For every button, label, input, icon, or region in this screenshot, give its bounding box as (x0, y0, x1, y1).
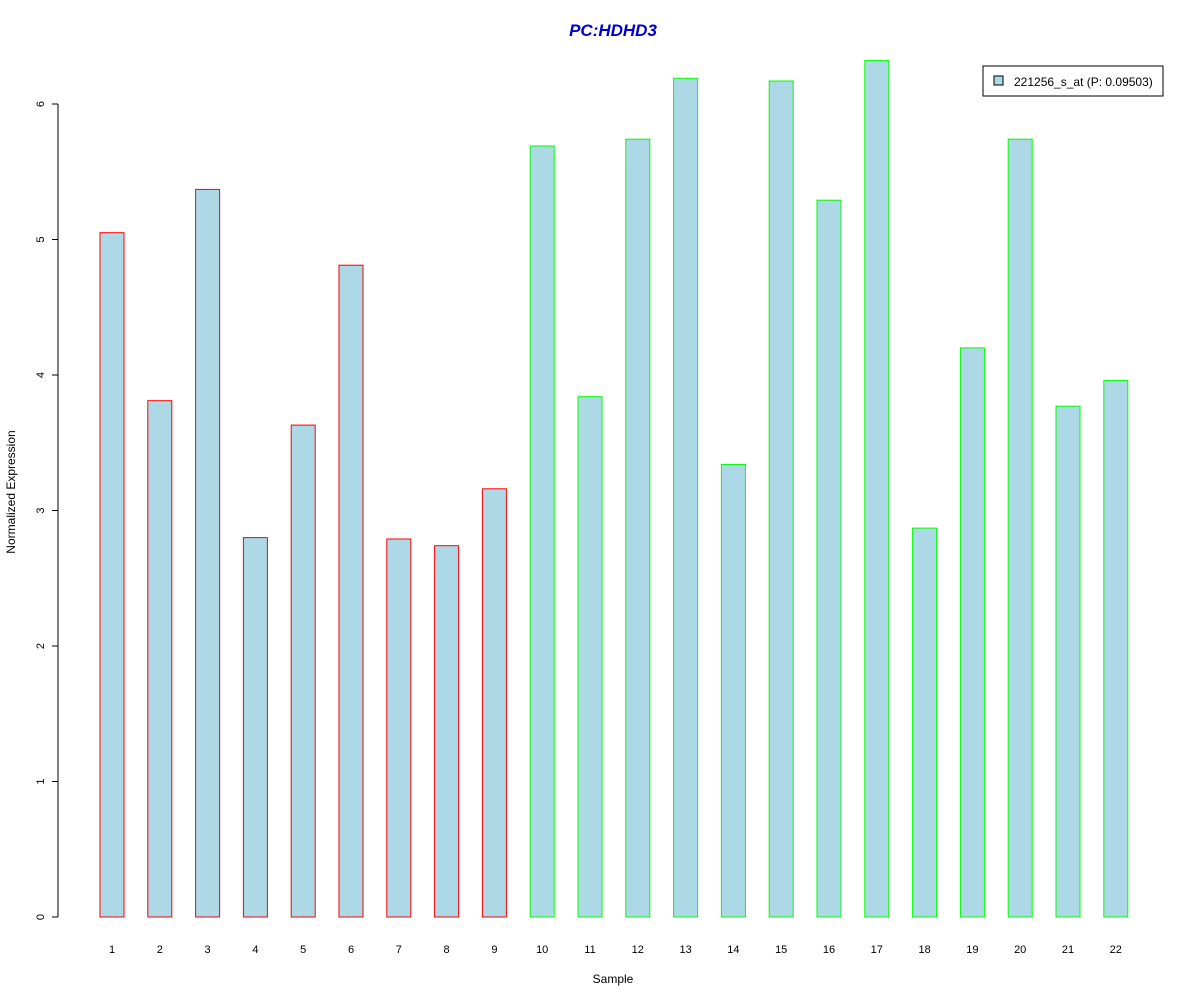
bar (481, 488, 507, 918)
x-tick-label: 20 (1014, 944, 1026, 956)
x-tick-label: 13 (679, 944, 691, 956)
bar (577, 396, 603, 918)
legend-label: 221256_s_at (P: 0.09503) (1014, 75, 1153, 89)
x-tick-label: 12 (632, 944, 644, 956)
bar (147, 400, 173, 918)
x-tick-label: 18 (918, 944, 930, 956)
bar (99, 232, 125, 918)
y-tick-label: 4 (35, 372, 47, 378)
x-tick-label: 16 (823, 944, 835, 956)
y-axis: 0 1 2 3 4 5 6 (35, 101, 59, 920)
y-tick-label: 3 (35, 507, 47, 513)
legend-box (982, 65, 1164, 97)
bar (529, 145, 555, 918)
bar (242, 537, 268, 918)
y-tick-label: 2 (35, 643, 47, 649)
x-tick-label: 6 (348, 944, 354, 956)
x-tick-label: 15 (775, 944, 787, 956)
bar (625, 138, 651, 918)
bar (338, 264, 364, 918)
x-tick-label: 4 (252, 944, 258, 956)
x-tick-label: 11 (584, 944, 595, 956)
x-tick-label: 14 (727, 944, 739, 956)
y-tick-label: 0 (35, 914, 47, 920)
y-tick-label: 5 (35, 236, 47, 242)
legend-swatch (993, 75, 1004, 86)
bar (195, 188, 221, 918)
x-tick-label: 9 (491, 944, 497, 956)
bar (720, 463, 746, 918)
bars (99, 60, 1129, 918)
y-axis-label: Normalized Expression (4, 430, 18, 553)
bar (1007, 138, 1033, 918)
bar (816, 199, 842, 918)
bar (912, 527, 938, 918)
bar (768, 80, 794, 918)
bar (290, 424, 316, 918)
x-axis-label: Sample (593, 972, 634, 986)
bar (1103, 379, 1129, 918)
x-tick-label: 22 (1110, 944, 1122, 956)
bar (673, 77, 699, 918)
y-tick-label: 1 (35, 778, 47, 784)
x-tick-label: 7 (396, 944, 402, 956)
x-tick-label: 3 (205, 944, 211, 956)
x-tick-label: 2 (157, 944, 163, 956)
x-tick-label: 21 (1062, 944, 1074, 956)
x-tick-label: 10 (536, 944, 548, 956)
chart-title: PC:HDHD3 (569, 21, 657, 40)
bar (434, 545, 460, 918)
x-tick-label: 17 (871, 944, 883, 956)
x-tick-label: 5 (300, 944, 306, 956)
bar (864, 60, 890, 918)
x-tick-label: 8 (444, 944, 450, 956)
bar (386, 538, 412, 918)
x-tick-label: 1 (109, 944, 115, 956)
y-tick-label: 6 (35, 101, 47, 107)
x-tick-labels: 1 2 3 4 5 6 7 8 9 10 11 12 13 14 15 16 17 18 19 20 21 22 (109, 944, 1122, 956)
legend: 221256_s_at (P: 0.09503) (982, 65, 1164, 97)
x-tick-label: 19 (966, 944, 978, 956)
bar (959, 347, 985, 918)
bar (1055, 405, 1081, 918)
